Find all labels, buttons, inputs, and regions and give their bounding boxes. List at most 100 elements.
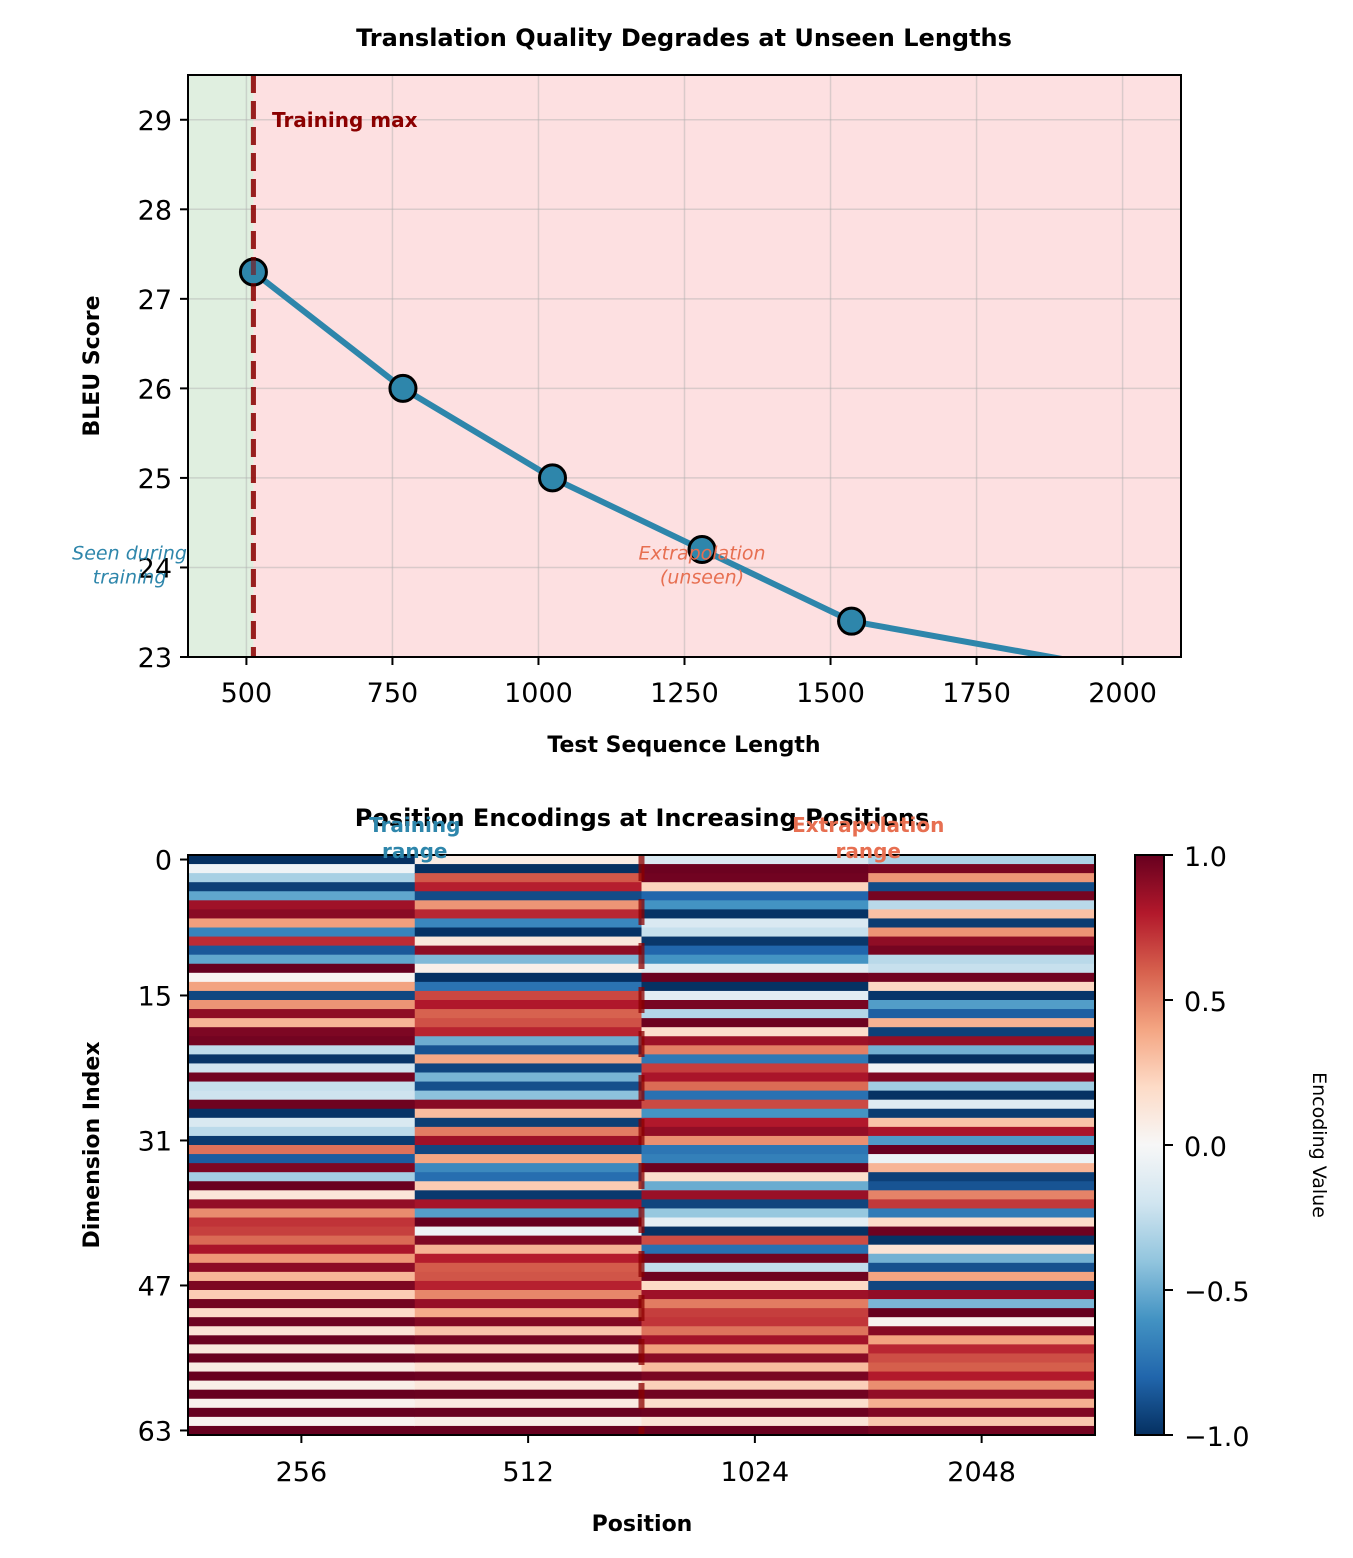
heatmap-cell — [414, 936, 643, 947]
heatmap-cell — [414, 1208, 643, 1219]
heatmap-cell — [641, 882, 869, 892]
heatmap-cell — [188, 1135, 416, 1146]
heatmap-cell — [868, 954, 1096, 965]
heatmap-cell — [868, 1371, 1096, 1382]
heatmap-cell — [188, 1000, 416, 1010]
heatmap-cell — [868, 1308, 1096, 1318]
heatmap-cell — [188, 900, 416, 910]
heatmap-cell — [414, 882, 643, 892]
heatmap-cell — [188, 1253, 416, 1264]
heatmap-cell — [868, 1090, 1096, 1101]
heatmap-cell — [414, 1416, 643, 1427]
heatmap-cell — [641, 990, 869, 1001]
heatmap-cell — [188, 1154, 416, 1164]
heatmap-cell — [868, 1045, 1096, 1055]
colorbar — [1135, 855, 1164, 1435]
heatmap-cell — [414, 1181, 643, 1191]
heatmap-cell — [188, 1054, 416, 1065]
heatmap-cell — [868, 1389, 1096, 1400]
heatmap-cell — [641, 1262, 869, 1273]
heatmap-cell — [641, 1380, 869, 1391]
heatmap-cell — [414, 1054, 643, 1065]
colorbar-tick-label: 0.0 — [1184, 1132, 1227, 1163]
heatmap-cell — [641, 1045, 869, 1055]
heatmap-cell — [641, 1407, 869, 1418]
heatmap-cell — [414, 945, 643, 956]
heatmap-cell — [414, 891, 643, 901]
heatmap-cell — [641, 1335, 869, 1345]
annotation-0-line-1: training — [93, 566, 167, 588]
heatmap-cell — [641, 918, 869, 929]
heatmap-cell — [868, 1244, 1096, 1255]
heatmap-y-tick-label: 63 — [138, 1416, 172, 1447]
heatmap-cell — [641, 1271, 869, 1282]
heatmap-cell — [641, 1398, 869, 1409]
heatmap-cell — [414, 954, 643, 965]
heatmap-cell — [868, 1416, 1096, 1427]
heatmap-cell — [414, 1425, 643, 1436]
heatmap-cell — [641, 1126, 869, 1137]
heatmap-cell — [188, 1398, 416, 1409]
heatmap-cell — [641, 1099, 869, 1110]
heatmap-cell — [641, 1135, 869, 1146]
heatmap-cell — [868, 1126, 1096, 1137]
bleu-line — [251, 269, 1068, 657]
heatmap-cell — [868, 972, 1096, 983]
heatmap-cell — [641, 1199, 869, 1210]
top-x-axis-label: Test Sequence Length — [547, 733, 820, 758]
heatmap-cell — [641, 909, 869, 920]
heatmap-cell — [188, 1126, 416, 1137]
heatmap-cell — [188, 1326, 416, 1336]
heatmap-cell — [188, 972, 416, 983]
heatmap-cell — [641, 954, 869, 965]
x-tick-label: 1750 — [942, 678, 1011, 709]
heatmap-cell — [188, 855, 416, 865]
heatmap-cell — [641, 864, 869, 874]
heatmap-cell — [641, 1344, 869, 1355]
heatmap-cell — [414, 1326, 643, 1336]
heatmap-x-tick-label: 1024 — [721, 1457, 790, 1488]
heatmap-cell — [868, 1063, 1096, 1074]
heatmap-x-tick-label: 512 — [502, 1457, 554, 1488]
heatmap-cell — [188, 1217, 416, 1228]
heatmap-cell — [188, 1290, 416, 1300]
heatmap-cell — [188, 909, 416, 920]
heatmap-cell — [188, 1371, 416, 1382]
heatmap-cell — [868, 1290, 1096, 1300]
heatmap-cell — [868, 1172, 1096, 1182]
heatmap-cell — [868, 1317, 1096, 1327]
heatmap-cell — [641, 963, 869, 974]
heatmap-cell — [188, 927, 416, 938]
heatmap-cell — [641, 927, 869, 938]
heatmap-cell — [868, 1108, 1096, 1119]
heatmap-cell — [414, 1099, 643, 1110]
heatmap-cell — [641, 1308, 869, 1318]
heatmap-cell — [188, 864, 416, 874]
heatmap-cell — [868, 1380, 1096, 1391]
training-max-label: Training max — [272, 108, 418, 132]
heatmap-cell — [641, 972, 869, 983]
heatmap-cell — [868, 1054, 1096, 1065]
heatmap-cell — [188, 945, 416, 956]
heatmap-cell — [868, 1135, 1096, 1146]
heatmap-annotation-0-line-1: range — [382, 839, 447, 863]
heatmap-cell — [641, 1389, 869, 1400]
bleu-line-chart: Translation Quality Degrades at Unseen L… — [72, 24, 1182, 758]
heatmap-cell — [188, 1199, 416, 1210]
heatmap-cell — [414, 1253, 643, 1264]
heatmap-cell — [868, 1199, 1096, 1210]
heatmap-cell — [641, 1253, 869, 1264]
heatmap-cell — [188, 1271, 416, 1282]
heatmap-cell — [641, 1145, 869, 1155]
data-point-768 — [388, 373, 418, 403]
heatmap-cell — [868, 1217, 1096, 1228]
heatmap-cell — [188, 1335, 416, 1345]
heatmap-cell — [641, 936, 869, 947]
heatmap-cell — [188, 1117, 416, 1128]
heatmap-cell — [414, 1036, 643, 1046]
heatmap-cell — [414, 909, 643, 920]
y-tick-label: 23 — [138, 643, 172, 674]
heatmap-cell — [641, 1326, 869, 1336]
heatmap-cell — [414, 1090, 643, 1101]
y-tick-label: 27 — [138, 285, 172, 316]
